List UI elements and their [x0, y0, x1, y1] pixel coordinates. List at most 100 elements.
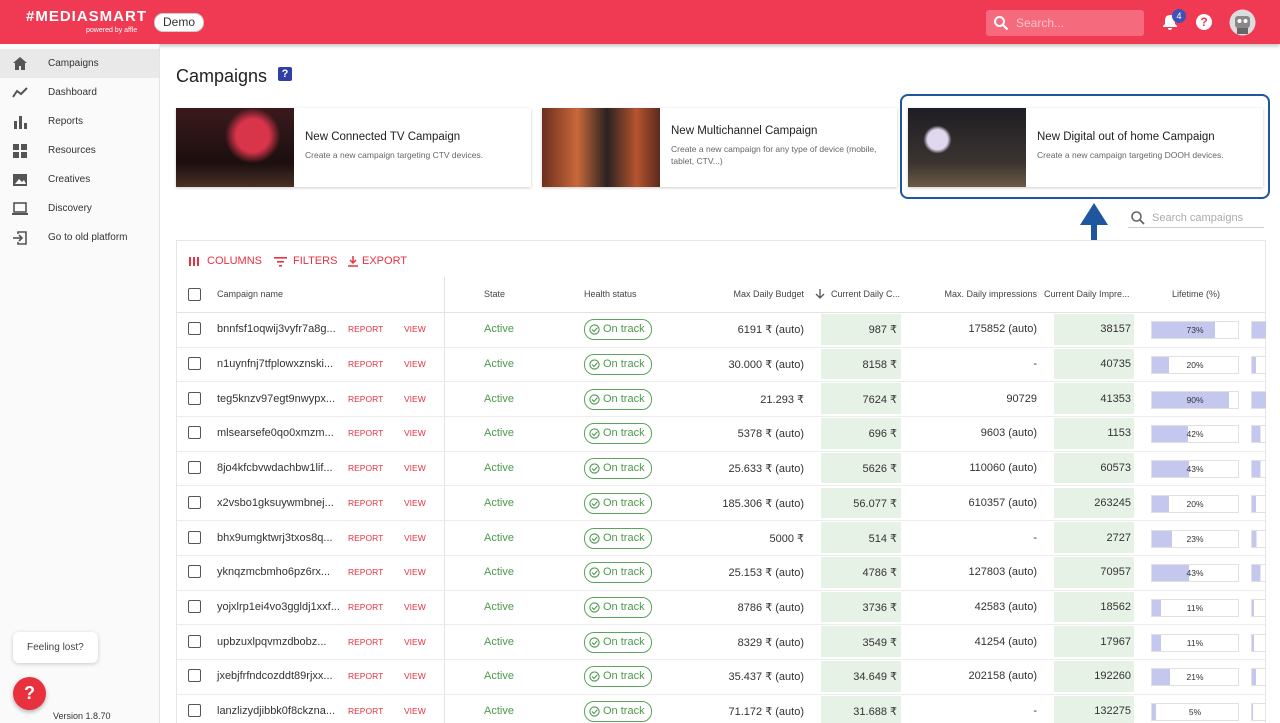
campaign-name[interactable]: bnnfsf1oqwij3vyfr7a8g... [217, 323, 336, 336]
report-link[interactable]: REPORT [348, 636, 384, 647]
max-daily-impressions: - [1033, 531, 1037, 544]
next-column-bar [1251, 703, 1266, 722]
checkbox[interactable] [188, 357, 201, 371]
campaign-name[interactable]: x2vsbo1gksuywmbnej... [217, 496, 334, 509]
report-link[interactable]: REPORT [348, 463, 384, 474]
state: Active [484, 462, 514, 475]
nav-item[interactable]: Dashboard [0, 78, 159, 107]
report-link[interactable]: REPORT [348, 428, 384, 439]
campaign-card[interactable]: New Connected TV Campaign Create a new ca… [176, 108, 531, 187]
checkbox[interactable] [188, 530, 201, 544]
checkbox[interactable] [188, 565, 201, 579]
nav-item[interactable]: Campaigns [0, 49, 159, 78]
checkbox[interactable] [188, 599, 201, 613]
max-daily-budget: 8329 ₹ (auto) [737, 636, 804, 649]
nav-item[interactable]: Go to old platform [0, 223, 159, 252]
nav-item[interactable]: Reports [0, 107, 159, 136]
report-link[interactable]: REPORT [348, 706, 384, 717]
current-daily-cost: 3549 ₹ [862, 636, 897, 649]
column-header[interactable]: Lifetime (%) [1171, 289, 1220, 299]
campaign-name[interactable]: lanzlizydjibbk0f8ckzna... [217, 705, 336, 718]
nav-item[interactable]: Creatives [0, 165, 159, 194]
current-daily-impressions: 263245 [1094, 496, 1131, 509]
report-link[interactable]: REPORT [348, 532, 384, 543]
impressions-cell [1054, 522, 1134, 553]
title-help[interactable]: ? [278, 67, 292, 81]
view-link[interactable]: VIEW [404, 359, 426, 370]
view-link[interactable]: VIEW [404, 601, 426, 612]
table-row [177, 590, 1265, 626]
column-header[interactable]: Max. Daily impressions [944, 289, 1037, 299]
view-link[interactable]: VIEW [404, 463, 426, 474]
lifetime-fill [1152, 391, 1230, 408]
cost-cell [821, 314, 901, 345]
campaign-name[interactable]: yknqzmcbmho6pz6rx... [217, 566, 331, 579]
help-button[interactable]: ? [13, 677, 46, 710]
column-header[interactable]: Current Daily Impre... [1044, 289, 1130, 299]
column-header[interactable]: Campaign name [217, 289, 284, 299]
view-link[interactable]: VIEW [404, 324, 426, 335]
nav-item[interactable]: Discovery [0, 194, 159, 223]
view-link[interactable]: VIEW [404, 497, 426, 508]
nav-icon [12, 87, 28, 98]
max-daily-impressions: 610357 (auto) [968, 496, 1038, 509]
help-icon[interactable]: ? [1196, 14, 1212, 30]
logo[interactable]: #MEDIASMART [26, 8, 148, 25]
view-link[interactable]: VIEW [404, 428, 426, 439]
view-link[interactable]: VIEW [404, 567, 426, 578]
checkbox[interactable] [188, 634, 201, 648]
checkbox[interactable] [188, 495, 201, 509]
state: Active [484, 670, 514, 683]
report-link[interactable]: REPORT [348, 393, 384, 404]
campaign-name[interactable]: n1uynfnj7tfplowxznski... [217, 358, 334, 371]
campaign-card[interactable]: New Multichannel Campaign Create a new ca… [542, 108, 897, 187]
campaign-card[interactable]: New Digital out of home Campaign Create a… [908, 108, 1263, 187]
toolbar-icon [274, 257, 287, 267]
campaign-name[interactable]: upbzuxlpqvmzdbobz... [217, 635, 327, 648]
column-header[interactable]: Max Daily Budget [733, 289, 804, 299]
cost-cell [821, 452, 901, 484]
cost-cell [821, 661, 901, 692]
view-link[interactable]: VIEW [404, 671, 426, 682]
report-link[interactable]: REPORT [348, 359, 384, 370]
checkbox[interactable] [188, 461, 201, 475]
toolbar-button[interactable]: FILTERS [274, 253, 354, 269]
health-label: On track [603, 427, 645, 440]
search-icon [994, 16, 1009, 31]
campaign-name[interactable]: 8jo4kfcbvwdachbw1lif... [217, 462, 333, 475]
checkbox[interactable] [188, 288, 201, 301]
nav-item[interactable]: Resources [0, 136, 159, 165]
report-link[interactable]: REPORT [348, 601, 384, 612]
view-link[interactable]: VIEW [404, 532, 426, 543]
campaign-name[interactable]: yojxlrp1ei4vo3ggldj1xxf... [217, 600, 340, 613]
checkbox[interactable] [188, 391, 201, 405]
campaign-name[interactable]: teg5knzv97egt9nwypx... [217, 392, 336, 405]
toolbar-button[interactable]: COLUMNS [188, 253, 268, 269]
search-box[interactable]: Search... [986, 10, 1144, 36]
avatar[interactable] [1229, 9, 1256, 36]
campaign-name[interactable]: mlsearsefe0qo0xmzm... [217, 427, 334, 440]
report-link[interactable]: REPORT [348, 567, 384, 578]
lifetime-bar: 11% [1151, 633, 1239, 652]
column-header[interactable]: State [484, 289, 506, 299]
campaign-search[interactable]: Search campaigns [1128, 210, 1264, 228]
view-link[interactable]: VIEW [404, 636, 426, 647]
view-link[interactable]: VIEW [404, 706, 426, 717]
column-header[interactable]: Current Daily C... [831, 289, 901, 299]
report-link[interactable]: REPORT [348, 324, 384, 335]
report-link[interactable]: REPORT [348, 497, 384, 508]
lifetime-fill [1152, 704, 1157, 721]
campaign-name[interactable]: jxebjfrfndcozddt89rjxx... [217, 670, 333, 683]
checkbox[interactable] [188, 322, 201, 336]
table-row [177, 347, 1265, 383]
checkbox[interactable] [188, 426, 201, 440]
column-header[interactable]: Health status [584, 289, 637, 299]
max-daily-budget: 6191 ₹ (auto) [737, 324, 804, 337]
toolbar-button[interactable]: EXPORT [347, 253, 427, 269]
checkbox[interactable] [188, 704, 201, 718]
card-image [908, 108, 1026, 187]
report-link[interactable]: REPORT [348, 671, 384, 682]
checkbox[interactable] [188, 669, 201, 683]
view-link[interactable]: VIEW [404, 393, 426, 404]
campaign-name[interactable]: bhx9umgktwrj3txos8q... [217, 531, 333, 544]
